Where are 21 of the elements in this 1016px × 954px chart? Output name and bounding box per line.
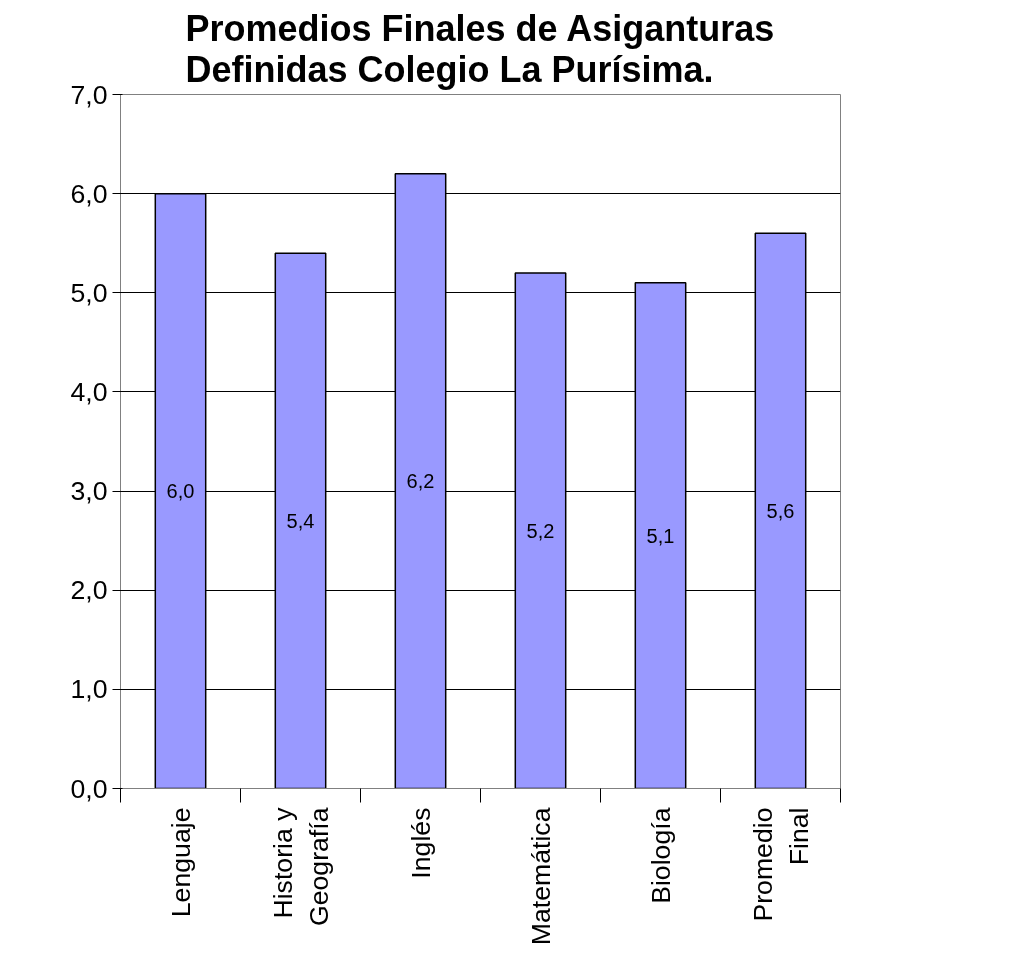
x-tick-label: Lenguaje bbox=[165, 807, 196, 918]
y-tick-label: 4,0 bbox=[70, 376, 108, 407]
x-tick-label: Matemática bbox=[525, 807, 556, 946]
data-label: 6,2 bbox=[406, 470, 435, 493]
y-tick-label: 3,0 bbox=[70, 476, 108, 507]
data-label: 5,4 bbox=[286, 509, 315, 532]
y-tick-label: 2,0 bbox=[70, 575, 108, 606]
data-label: 5,6 bbox=[766, 499, 795, 522]
chart-title: Promedios Finales de Asiganturas Definidas Colegio La Purísima. bbox=[185, 7, 775, 90]
x-tick-label: Promedio Final bbox=[747, 807, 814, 922]
data-label: 5,2 bbox=[526, 519, 555, 542]
y-tick-label: 5,0 bbox=[70, 277, 108, 308]
x-tick-label: Historia y Geografía bbox=[267, 806, 334, 927]
y-tick-label: 0,0 bbox=[70, 773, 108, 804]
y-tick-label: 6,0 bbox=[70, 178, 108, 209]
data-label: 6,0 bbox=[166, 480, 195, 503]
y-tick-label: 1,0 bbox=[70, 674, 108, 705]
data-label: 5,1 bbox=[646, 524, 675, 547]
x-tick-label: Biología bbox=[645, 807, 676, 904]
x-tick-label: Inglés bbox=[405, 807, 436, 879]
y-tick-label: 7,0 bbox=[70, 79, 108, 110]
